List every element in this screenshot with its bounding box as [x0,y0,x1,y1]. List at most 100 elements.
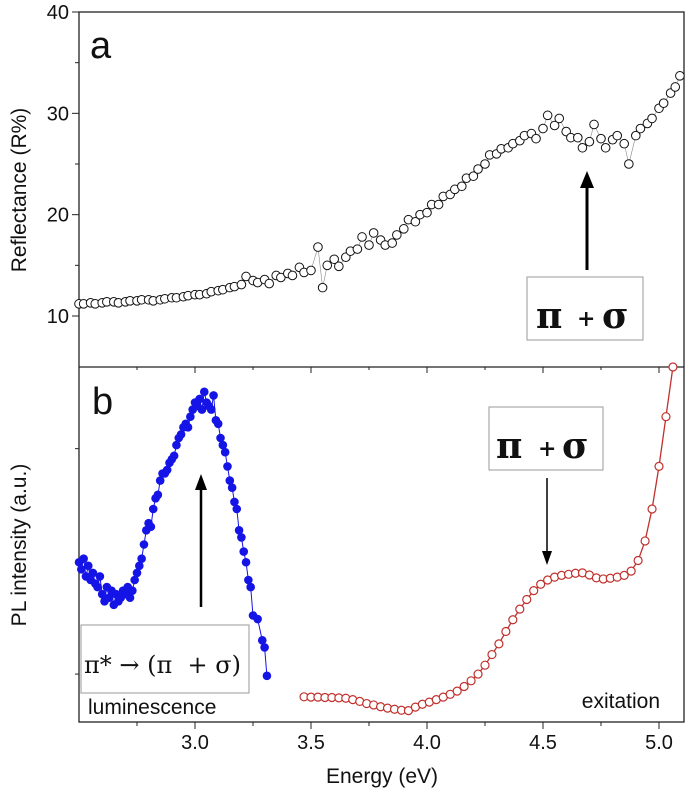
exitation-point [633,555,643,566]
luminescence-point [97,589,107,599]
luminescence-point [209,391,218,400]
x-tick-label: 5.0 [645,732,673,754]
reflectance-point [596,133,606,144]
luminescence-point [216,433,225,443]
arrow-b-head [542,551,552,565]
luminescence-point [153,490,163,500]
y-tick-label-reflectance: 10 [47,306,69,328]
luminescence-point [244,575,253,585]
reflectance-line [79,75,681,305]
y-axis-label-pl: PL intensity (a.u.) [8,464,31,627]
luminescence-point [139,540,149,549]
annotation-b-box [488,406,604,471]
reflectance-point [554,113,565,124]
luminescence-point [128,586,137,595]
annotation-b-plus: + [538,436,556,462]
x-tick-label: 3.5 [297,732,325,754]
reflectance-point [322,260,333,271]
reflectance-point [468,171,479,181]
exitation-point [522,594,532,605]
pl-series [74,362,678,716]
luminescence-point [262,671,272,681]
luminescence-point [225,476,235,485]
exitation-point [626,566,636,576]
annotation-b-pi: π [496,425,522,467]
reflectance-point [647,113,657,124]
reflectance-point [264,278,275,289]
exitation-point [487,649,497,660]
exitation-label: exitation [582,690,660,713]
reflectance-series [74,71,685,309]
exitation-point [654,461,664,471]
annotation-a-pi-sigma: π + σ [526,171,644,341]
panel-label-a: a [90,25,112,67]
exitation-point [480,660,490,670]
reflectance-point [287,270,298,281]
luminescence-point [206,405,216,414]
reflectance-point [542,110,553,121]
reflectance-point [334,261,344,272]
luminescence-point [77,565,86,574]
luminescence-point [132,568,142,578]
reflectance-point [624,159,634,169]
annotation-a-box [526,276,644,341]
reflectance-point [573,132,583,143]
exitation-point [508,615,518,625]
reflectance-point [368,228,379,238]
reflectance-point [473,164,483,174]
luminescence-point [241,557,251,567]
reflectance-point [670,82,681,92]
exitation-point [661,412,671,422]
luminescence-point [93,582,102,592]
exitation-point [515,604,525,614]
luminescence-point [239,547,249,556]
luminescence-point [199,387,209,397]
exitation-point [501,626,511,637]
exitation-point [403,706,414,716]
reflectance-point [538,123,548,134]
luminescence-point [186,412,195,422]
luminescence-point [83,561,93,571]
luminescence-point [230,497,239,507]
exitation-point [494,639,504,649]
reflectance-point [675,71,685,81]
exitation-point [647,504,657,514]
luminescence-point [232,504,242,514]
x-tick-label: 3.0 [181,732,209,754]
reflectance-point [433,199,444,210]
x-axis-label: Energy (eV) [326,765,438,788]
annotation-lum-text: π* → (π + σ) [84,651,241,679]
reflectance-point [584,136,595,147]
luminescence-point [183,423,193,432]
reflectance-point [241,271,251,282]
reflectance-point [357,232,367,242]
annotation-luminescence-transition: π* → (π + σ) [80,474,250,694]
panel-label-b: b [92,381,113,423]
reflectance-point [364,240,374,250]
luminescence-point [237,533,246,542]
reflectance-point [329,254,340,265]
luminescence-point [257,636,267,645]
reflectance-point [317,282,328,293]
luminescence-point [137,554,146,563]
reflectance-point [600,142,611,153]
luminescence-point [162,465,172,475]
axes: 10 20 30 40 3.0 3.5 4.0 4.5 5.0 [47,2,685,754]
reflectance-point [619,138,630,149]
reflectance-point [612,130,623,141]
reflectance-point [658,98,669,108]
luminescence-point [130,575,139,585]
y-tick-label-reflectance: 40 [47,2,69,24]
annotation-b-sigma: σ [562,425,589,467]
annotation-lum-box [80,624,250,694]
exitation-point [619,570,629,580]
luminescence-point [125,593,135,603]
exitation-point [536,579,546,589]
luminescence-point [104,593,114,603]
luminescence-point [223,462,232,471]
luminescence-point [135,561,144,571]
exitation-point [452,686,462,696]
exitation-point [459,681,469,692]
exitation-point [466,676,476,686]
reflectance-point [276,272,286,283]
